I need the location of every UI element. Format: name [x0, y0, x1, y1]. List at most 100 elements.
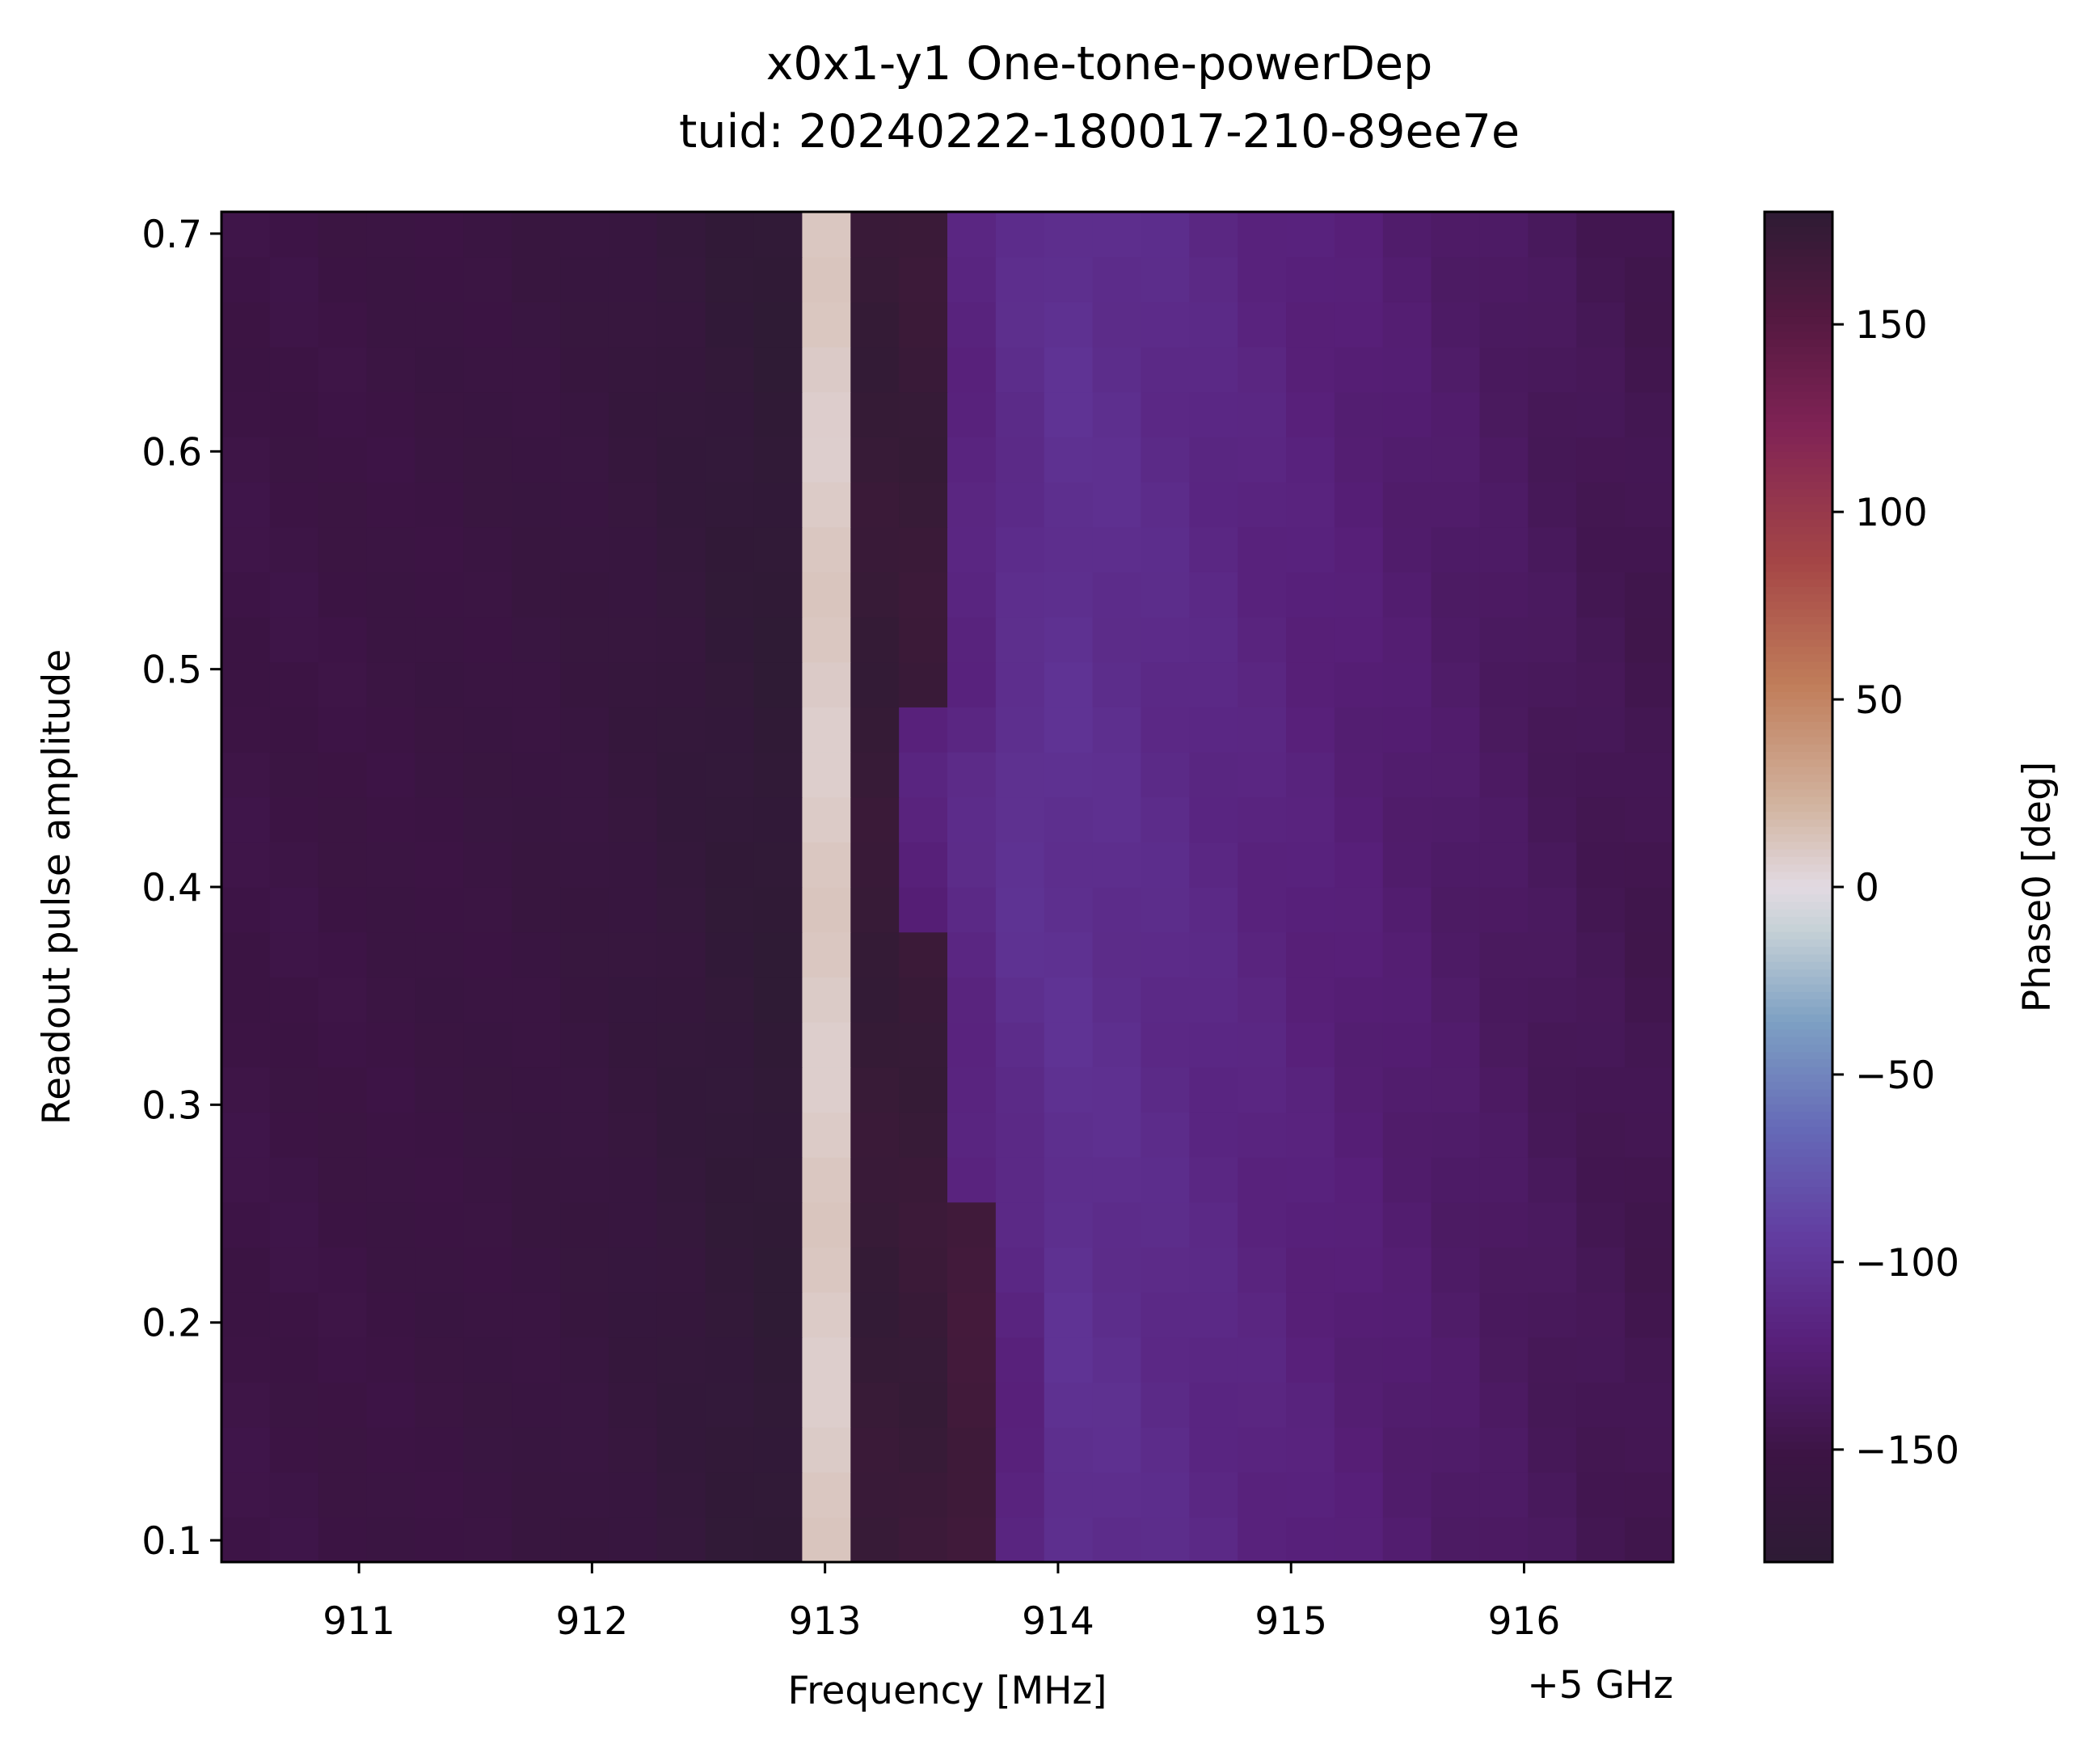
heatmap-cell: [1286, 1292, 1335, 1338]
heatmap-cell: [1431, 437, 1481, 483]
heatmap-cell: [995, 347, 1045, 393]
heatmap-cell: [899, 437, 948, 483]
heatmap-cell: [1382, 391, 1432, 437]
heatmap-cell: [1625, 1247, 1674, 1293]
colorbar-segment: [1765, 909, 1832, 918]
colorbar-segment: [1765, 691, 1832, 700]
heatmap-cell: [947, 1157, 997, 1203]
heatmap-cell: [850, 931, 900, 978]
heatmap-cell: [560, 302, 609, 348]
heatmap-cell: [850, 796, 900, 842]
heatmap-cell: [512, 302, 561, 348]
colorbar-segment: [1765, 1307, 1832, 1315]
heatmap-cell: [850, 842, 900, 888]
colorbar-segment: [1765, 586, 1832, 595]
heatmap-cell: [1092, 1201, 1142, 1248]
heatmap-cell: [1528, 572, 1577, 618]
heatmap-cell: [1044, 1157, 1094, 1203]
heatmap-cell: [560, 1201, 609, 1248]
heatmap-cell: [995, 1472, 1045, 1518]
colorbar-segment: [1765, 1089, 1832, 1098]
colorbar-segment: [1765, 399, 1832, 408]
heatmap-cell: [850, 1157, 900, 1203]
heatmap-cell: [753, 437, 803, 483]
heatmap-cell: [1479, 752, 1529, 798]
heatmap-cell: [1479, 1472, 1529, 1518]
heatmap-cell: [1576, 617, 1626, 663]
heatmap-cell: [1286, 1201, 1335, 1248]
heatmap-cell: [705, 1337, 755, 1383]
heatmap-cell: [512, 1382, 561, 1428]
colorbar-segment: [1765, 947, 1832, 956]
heatmap-cell: [463, 391, 512, 437]
heatmap-cell: [705, 302, 755, 348]
colorbar-segment: [1765, 654, 1832, 663]
heatmap-cell: [608, 437, 658, 483]
heatmap-cell: [1625, 1292, 1674, 1338]
colorbar-segment: [1765, 302, 1832, 310]
heatmap-cell: [463, 256, 512, 302]
colorbar-segment: [1765, 512, 1832, 521]
heatmap-cell: [656, 1066, 706, 1113]
heatmap-cell: [560, 661, 609, 707]
heatmap-cell: [802, 1517, 851, 1563]
heatmap-cell: [899, 212, 948, 258]
heatmap-cell: [1431, 1472, 1481, 1518]
heatmap-cell: [1238, 707, 1287, 753]
heatmap-cell: [1528, 1201, 1577, 1248]
heatmap-cell: [1382, 437, 1432, 483]
heatmap-cell: [656, 572, 706, 618]
heatmap-cell: [1382, 796, 1432, 842]
colorbar-segment: [1765, 1472, 1832, 1480]
heatmap-cell: [415, 391, 464, 437]
heatmap-cell: [269, 887, 319, 933]
heatmap-cell: [753, 1112, 803, 1158]
heatmap-cell: [463, 302, 512, 348]
heatmap-cell: [1189, 842, 1238, 888]
heatmap-cell: [463, 931, 512, 978]
heatmap-cell: [802, 302, 851, 348]
heatmap-cell: [1576, 482, 1626, 528]
heatmap-cell: [1286, 391, 1335, 437]
heatmap-cell: [1431, 1066, 1481, 1113]
heatmap-cell: [753, 1157, 803, 1203]
heatmap-cell: [512, 572, 561, 618]
heatmap-cell: [1625, 617, 1674, 663]
heatmap-cell: [463, 977, 512, 1023]
heatmap-cell: [899, 1022, 948, 1068]
heatmap-cell: [512, 1247, 561, 1293]
heatmap-cell: [1625, 796, 1674, 842]
heatmap-cell: [318, 1382, 368, 1428]
heatmap-cell: [366, 256, 416, 302]
heatmap-cell: [560, 617, 609, 663]
heatmap-cell: [1286, 842, 1335, 888]
heatmap-cell: [318, 347, 368, 393]
heatmap-cell: [318, 1066, 368, 1113]
colorbar-segment: [1765, 1314, 1832, 1323]
colorbar-segment: [1765, 609, 1832, 618]
heatmap-cell: [947, 526, 997, 572]
heatmap-cell: [1092, 1066, 1142, 1113]
heatmap-cell: [947, 842, 997, 888]
heatmap-cell: [705, 887, 755, 933]
heatmap-cell: [1431, 1292, 1481, 1338]
heatmap-cell: [850, 887, 900, 933]
heatmap-cell: [802, 707, 851, 753]
heatmap-cell: [221, 1157, 271, 1203]
heatmap-cell: [512, 1112, 561, 1158]
heatmap-cell: [269, 302, 319, 348]
heatmap-cell: [1528, 1292, 1577, 1338]
heatmap-cell: [1238, 1201, 1287, 1248]
heatmap-cell: [512, 1022, 561, 1068]
heatmap-cell: [1044, 526, 1094, 572]
heatmap-cell: [318, 1517, 368, 1563]
heatmap-cell: [802, 1247, 851, 1293]
heatmap-cell: [947, 1022, 997, 1068]
heatmap-cell: [463, 1201, 512, 1248]
heatmap-cell: [1092, 617, 1142, 663]
heatmap-cell: [1576, 977, 1626, 1023]
heatmap-cell: [512, 526, 561, 572]
heatmap-cell: [415, 1517, 464, 1563]
colorbar-segment: [1765, 377, 1832, 386]
heatmap-cell: [1141, 887, 1190, 933]
